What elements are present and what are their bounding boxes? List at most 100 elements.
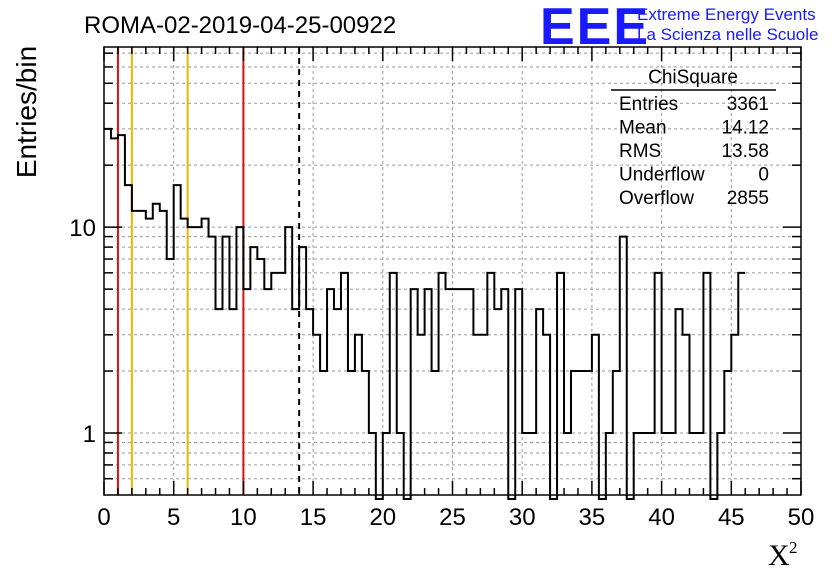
x-tick-label: 40 bbox=[648, 504, 675, 531]
histogram-bin bbox=[425, 289, 432, 495]
x-axis-title-base: X bbox=[768, 539, 790, 572]
histogram-bin bbox=[146, 219, 153, 495]
stats-row-value: 0 bbox=[758, 165, 769, 186]
histogram-bin bbox=[655, 273, 662, 495]
histogram-bin bbox=[543, 335, 550, 495]
histogram-bin bbox=[564, 433, 571, 495]
histogram-bin bbox=[515, 289, 522, 495]
histogram-bin bbox=[306, 309, 313, 495]
stats-box-title: ChiSquare bbox=[648, 67, 738, 88]
x-axis-title: X 2 bbox=[768, 538, 798, 572]
x-tick-label: 20 bbox=[369, 504, 396, 531]
histogram-bin bbox=[243, 289, 250, 495]
stats-row-value: 3361 bbox=[727, 94, 769, 115]
histogram-bin bbox=[271, 273, 278, 495]
histogram-bin bbox=[578, 371, 585, 495]
histogram-bin bbox=[592, 335, 599, 495]
histogram-bin bbox=[278, 273, 285, 495]
histogram-bin bbox=[257, 259, 264, 495]
stats-row-label: Underflow bbox=[619, 165, 705, 186]
histogram-bin bbox=[167, 259, 174, 495]
histogram-bin bbox=[153, 204, 160, 495]
histogram-bin bbox=[731, 335, 738, 495]
histogram-bin bbox=[397, 433, 404, 495]
histogram-bin bbox=[724, 371, 731, 495]
histogram-bin bbox=[264, 289, 271, 495]
x-tick-label: 45 bbox=[718, 504, 745, 531]
chart-title: ROMA-02-2019-04-25-00922 bbox=[84, 12, 396, 39]
histogram-bin bbox=[209, 237, 216, 495]
histogram-bin bbox=[585, 371, 592, 495]
histogram-bin bbox=[676, 309, 683, 495]
histogram-bin bbox=[383, 433, 390, 495]
histogram-bin bbox=[641, 433, 648, 495]
histogram-bin bbox=[355, 335, 362, 495]
x-axis-title-superscript: 2 bbox=[789, 538, 798, 557]
histogram-bin bbox=[341, 273, 348, 495]
histogram-bin bbox=[285, 227, 292, 495]
histogram-bin bbox=[348, 371, 355, 495]
logo-line-1: Extreme Energy Events bbox=[637, 5, 816, 24]
x-tick-label: 15 bbox=[300, 504, 327, 531]
histogram-bin bbox=[536, 309, 543, 495]
histogram-bin bbox=[648, 433, 655, 495]
histogram-bin bbox=[132, 211, 139, 495]
histogram-bin bbox=[160, 211, 167, 495]
y-tick-label: 10 bbox=[69, 215, 96, 242]
histogram-bin bbox=[571, 371, 578, 495]
histogram-bin bbox=[229, 309, 236, 495]
stats-row-label: Entries bbox=[619, 94, 678, 115]
histogram-bin bbox=[195, 227, 202, 495]
histogram-bin bbox=[216, 309, 223, 495]
histogram-bin bbox=[299, 247, 306, 495]
stats-rows: Entries 3361 Mean 14.12 RMS 13.58 Underflow 0 Ov… bbox=[619, 94, 769, 209]
histogram-bin bbox=[111, 138, 118, 495]
histogram-bin bbox=[529, 433, 536, 495]
histogram-bin bbox=[703, 273, 710, 495]
stats-row-value: 13.58 bbox=[721, 141, 769, 162]
y-tick-label: 1 bbox=[83, 421, 96, 448]
histogram-bin bbox=[313, 335, 320, 495]
histogram-bin bbox=[557, 273, 564, 495]
stats-row-label: Mean bbox=[619, 118, 667, 139]
histogram-bin bbox=[606, 433, 613, 495]
histogram-outline bbox=[104, 127, 746, 500]
stats-row-value: 14.12 bbox=[721, 118, 769, 139]
histogram-bin bbox=[738, 273, 745, 495]
histogram-bin bbox=[320, 371, 327, 495]
histogram-bin bbox=[446, 289, 453, 495]
histogram-bin bbox=[327, 289, 334, 495]
histogram-bin bbox=[466, 289, 473, 495]
eee-logo: EEE Extreme Energy Events La Scienza nel… bbox=[540, 0, 818, 56]
histogram-bin bbox=[222, 237, 229, 495]
stats-row-label: RMS bbox=[619, 141, 661, 162]
grid bbox=[104, 47, 801, 495]
x-tick-label: 25 bbox=[439, 504, 466, 531]
histogram-bin bbox=[613, 371, 620, 495]
histogram-bin bbox=[118, 135, 125, 495]
histogram-bin bbox=[620, 237, 627, 495]
histogram-bin bbox=[432, 371, 439, 495]
histogram-bin bbox=[683, 335, 690, 495]
histogram-bin bbox=[334, 309, 341, 495]
histogram-bin bbox=[104, 129, 111, 495]
histogram-bin bbox=[188, 227, 195, 495]
axis-ticks bbox=[103, 47, 802, 495]
histogram-bin bbox=[459, 289, 466, 495]
histogram-bin bbox=[236, 227, 243, 495]
histogram-bin bbox=[480, 335, 487, 495]
histogram-bin bbox=[292, 309, 299, 495]
histogram-bin bbox=[439, 273, 446, 495]
histogram-bin bbox=[174, 185, 181, 495]
histogram-bin bbox=[250, 247, 257, 495]
histogram-bin bbox=[717, 433, 724, 495]
histogram-bin bbox=[487, 273, 494, 495]
stats-box: ChiSquare Entries 3361 Mean 14.12 RMS 13.58 Un… bbox=[611, 67, 776, 209]
y-axis-title: Entries/bin bbox=[11, 46, 42, 178]
histogram-bin bbox=[390, 273, 397, 495]
histogram-bin bbox=[501, 289, 508, 495]
histogram-bin bbox=[453, 289, 460, 495]
histogram-bin bbox=[669, 433, 676, 495]
histogram-bin bbox=[202, 219, 209, 495]
